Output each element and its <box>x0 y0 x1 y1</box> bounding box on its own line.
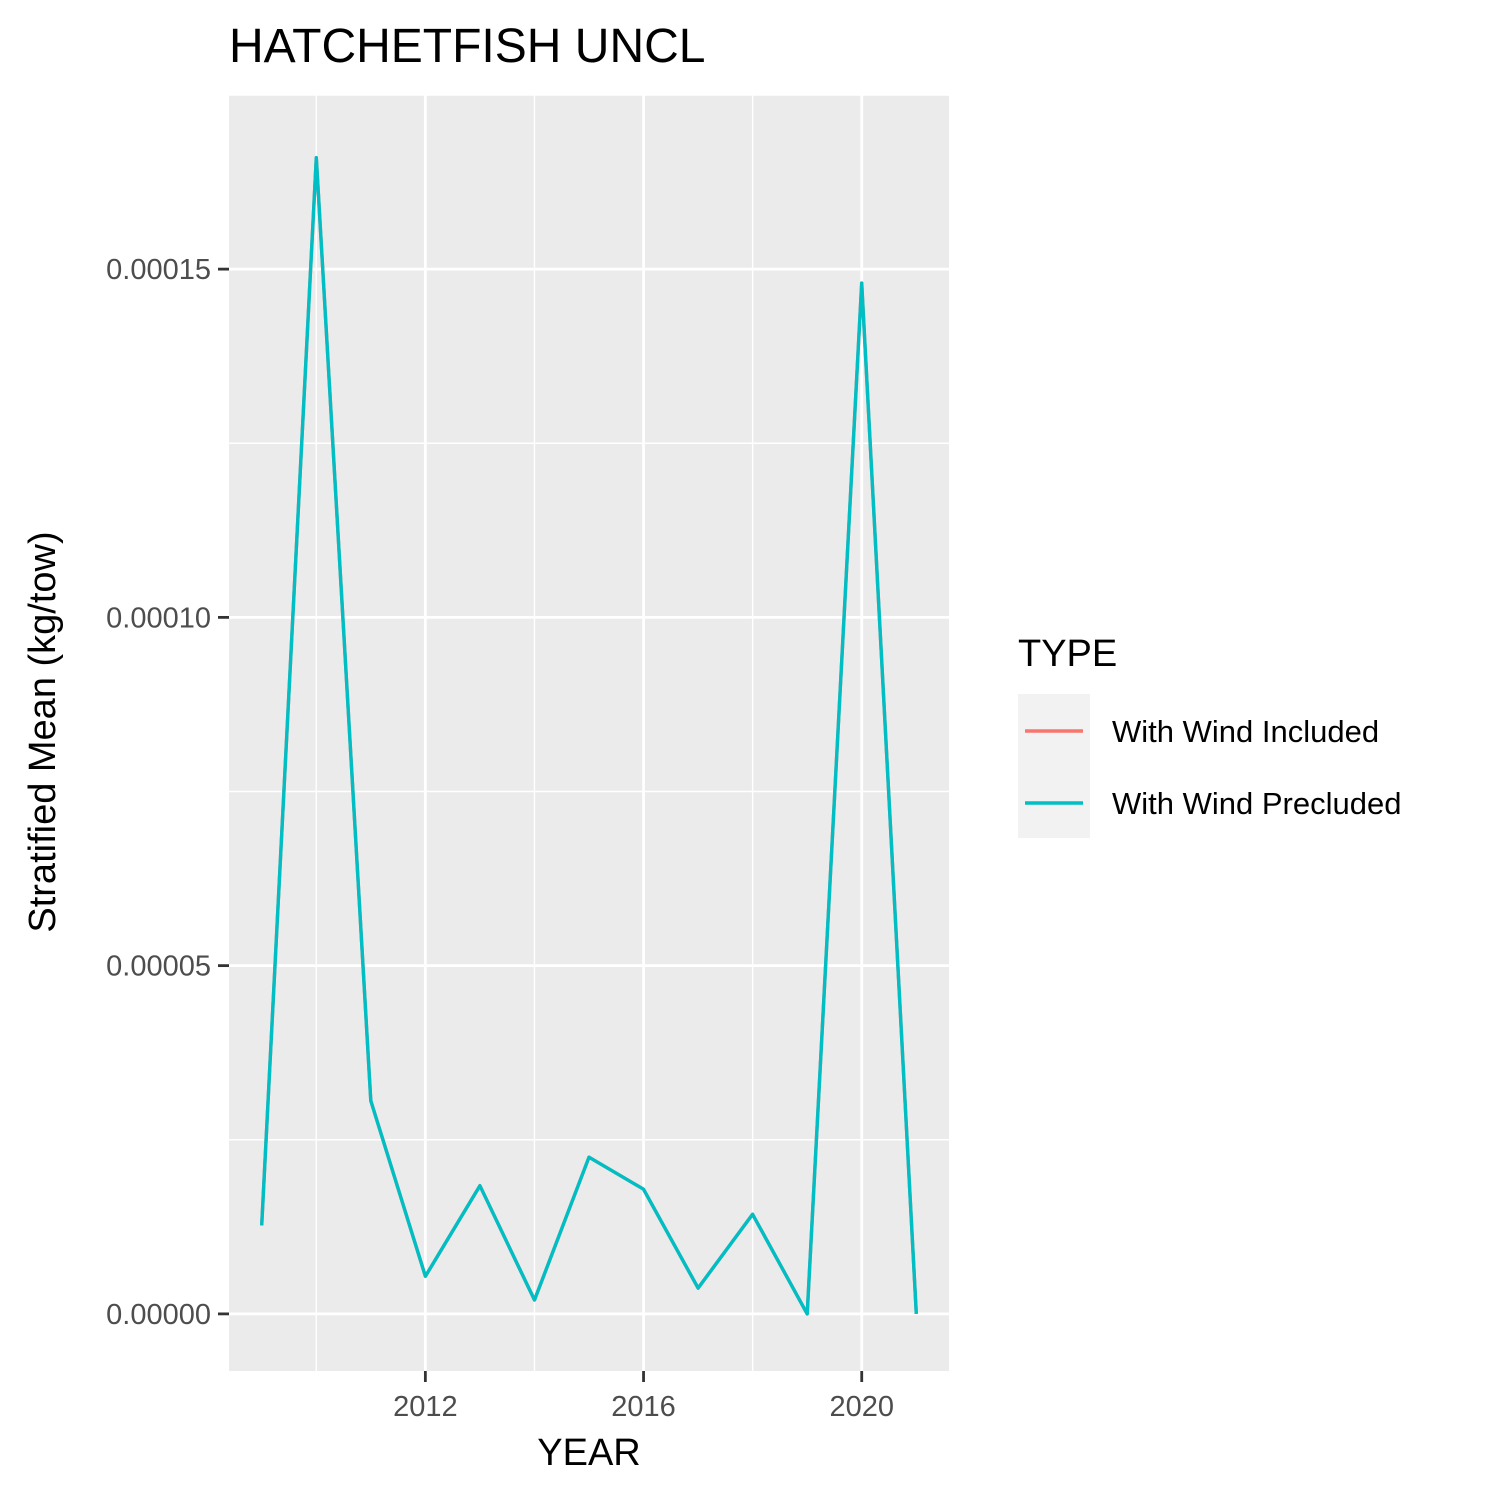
minor-gridlines <box>229 94 949 1371</box>
panel-background <box>229 95 949 1371</box>
x-axis-title: YEAR <box>537 1432 640 1474</box>
chart-title: HATCHETFISH UNCL <box>229 20 705 73</box>
series-line-with-wind-precluded <box>260 155 918 1316</box>
legend-key-background <box>1018 694 1090 838</box>
series-lines <box>260 155 918 1316</box>
plot-panel <box>229 94 949 1371</box>
legend: TYPE With Wind Included With Wind Preclud… <box>1018 633 1401 838</box>
y-axis-title: Stratified Mean (kg/tow) <box>22 531 64 932</box>
legend-title: TYPE <box>1018 633 1117 675</box>
legend-label: With Wind Precluded <box>1112 786 1401 821</box>
x-tick-label: 2016 <box>611 1391 676 1423</box>
legend-label: With Wind Included <box>1112 714 1379 749</box>
y-tick-label: 0.00005 <box>106 951 211 983</box>
x-axis: 2012 2016 2020 <box>393 1371 894 1423</box>
y-tick-label: 0.00015 <box>106 254 211 286</box>
y-tick-label: 0.00010 <box>106 602 211 634</box>
legend-entries: With Wind Included With Wind Precluded <box>1025 714 1401 821</box>
y-axis: 0.00000 0.00005 0.00010 0.00015 <box>106 254 229 1331</box>
y-tick-label: 0.00000 <box>106 1299 211 1331</box>
x-tick-label: 2020 <box>829 1391 894 1423</box>
x-tick-label: 2012 <box>393 1391 458 1423</box>
